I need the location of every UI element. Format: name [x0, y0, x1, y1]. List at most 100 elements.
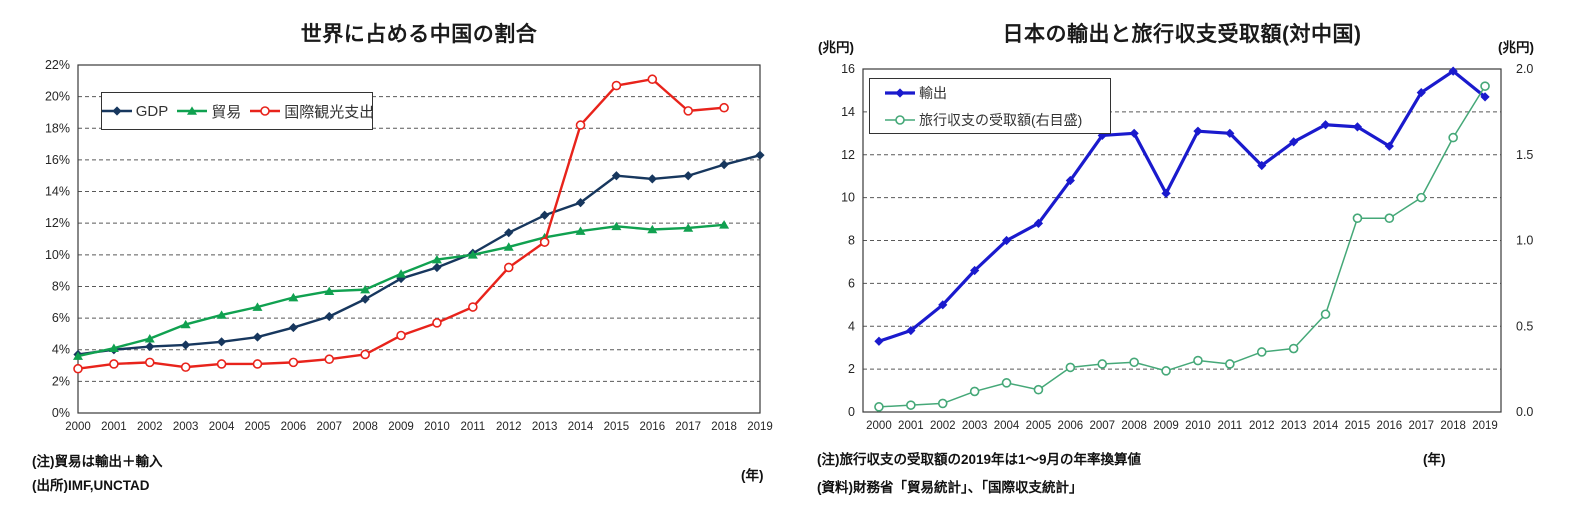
svg-text:14%: 14%: [45, 185, 70, 199]
svg-text:2007: 2007: [1089, 420, 1115, 432]
svg-text:16: 16: [841, 62, 855, 76]
svg-text:1.5: 1.5: [1516, 148, 1533, 162]
legend-label-trade: 貿易: [211, 103, 242, 121]
source-note: (資料)財務省「貿易統計」、「国際収支統計」: [817, 480, 1083, 495]
svg-text:2014: 2014: [568, 421, 594, 433]
svg-text:2007: 2007: [316, 421, 342, 433]
svg-text:2001: 2001: [898, 420, 924, 432]
svg-text:12: 12: [841, 148, 855, 162]
svg-text:0: 0: [848, 405, 855, 419]
svg-text:2010: 2010: [424, 421, 450, 433]
svg-text:6: 6: [848, 276, 855, 290]
svg-text:2%: 2%: [52, 374, 70, 388]
svg-text:2003: 2003: [173, 421, 199, 433]
exports-line-marker-icon: [885, 87, 915, 98]
gdp-line-marker-icon: [101, 106, 132, 116]
svg-text:2002: 2002: [930, 420, 956, 432]
series-2: [73, 74, 729, 374]
svg-text:10%: 10%: [45, 248, 70, 262]
svg-text:2018: 2018: [711, 421, 737, 433]
legend-label-gdp: GDP: [135, 102, 169, 120]
svg-text:0.5: 0.5: [1516, 319, 1533, 333]
series-1: [874, 81, 1490, 412]
svg-text:6%: 6%: [52, 311, 70, 325]
legend-label-travel-receipts: 旅行収支の受取額(右目盛): [919, 111, 1083, 128]
tourism-line-marker-icon: [250, 106, 281, 116]
legend: 輸出 旅行収支の受取額(右目盛): [869, 78, 1111, 134]
svg-text:2008: 2008: [1121, 420, 1147, 432]
legend-label-tourism-spending: 国際観光支出: [284, 103, 375, 121]
svg-text:0%: 0%: [52, 406, 70, 420]
svg-text:8%: 8%: [52, 279, 70, 293]
svg-text:2012: 2012: [1249, 420, 1275, 432]
svg-text:2006: 2006: [281, 421, 307, 433]
svg-text:2019: 2019: [1472, 420, 1498, 432]
svg-text:2001: 2001: [101, 421, 127, 433]
svg-text:0.0: 0.0: [1516, 405, 1533, 419]
svg-text:22%: 22%: [45, 58, 70, 72]
svg-text:2014: 2014: [1313, 420, 1339, 432]
legend-item-exports: 輸出: [883, 83, 1110, 103]
legend-label-exports: 輸出: [919, 84, 947, 101]
line-chart-china-world-share: 0%2%4%6%8%10%12%14%16%18%20%22%2000 2001 2…: [45, 58, 773, 433]
svg-text:18%: 18%: [45, 121, 70, 135]
svg-text:4%: 4%: [52, 343, 70, 357]
svg-text:2003: 2003: [962, 420, 988, 432]
gridlines: [78, 96, 760, 382]
x-axis-year-labels: 2000 2001 2002 2003 2004 2005 2006 2007 2008 2009…: [866, 420, 1498, 432]
gridlines: [863, 111, 1501, 370]
legend: GDP 貿易 国際観光支出: [100, 92, 374, 130]
svg-text:4: 4: [848, 319, 855, 333]
svg-text:14: 14: [841, 105, 855, 119]
svg-text:2008: 2008: [352, 421, 378, 433]
svg-text:2015: 2015: [604, 421, 630, 433]
svg-text:2009: 2009: [388, 421, 414, 433]
svg-text:2: 2: [848, 362, 855, 376]
svg-text:2011: 2011: [1217, 420, 1242, 432]
note-trade-definition: (注)貿易は輸出＋輸入: [32, 454, 163, 469]
svg-text:8: 8: [848, 234, 855, 248]
svg-text:2005: 2005: [1026, 420, 1052, 432]
legend-item-tourism-spending: 国際観光支出: [248, 101, 374, 122]
svg-text:2017: 2017: [675, 421, 701, 433]
chart-title: 日本の輸出と旅行収支受取額(対中国): [1002, 23, 1362, 46]
svg-text:2019: 2019: [747, 421, 773, 433]
axis-tick-labels: 0 2 4 6 8 10 12 14 16 0.0 0.5 1.0 1.5 2.0: [841, 62, 1533, 419]
svg-text:2005: 2005: [245, 421, 271, 433]
series-0: [874, 66, 1490, 346]
chart-panel-china-world-share: 世界に占める中国の割合 0% 2% 4% 6% 8% 10% 12% 14% 16% 18% 20%…: [32, 23, 773, 493]
svg-text:2013: 2013: [1281, 420, 1307, 432]
legend-item-trade: 貿易: [175, 101, 241, 122]
x-axis-year-labels: 2000 2001 2002 2003 2004 2005 2006 2007 2008 2009…: [65, 421, 773, 433]
svg-text:2012: 2012: [496, 421, 522, 433]
left-axis-unit-label: (兆円): [818, 40, 854, 55]
line-chart-japan-exports-travel: 0 2 4 6 8 10 12 14 16 0.0 0.5 1.0 1.5 2.0 2000 2001 2002…: [841, 62, 1533, 432]
svg-text:2004: 2004: [994, 420, 1020, 432]
svg-text:2011: 2011: [460, 421, 485, 433]
svg-text:2015: 2015: [1345, 420, 1371, 432]
svg-text:10: 10: [841, 191, 855, 205]
svg-text:2000: 2000: [866, 420, 892, 432]
svg-text:1.0: 1.0: [1516, 234, 1533, 248]
svg-text:16%: 16%: [45, 153, 70, 167]
svg-text:2004: 2004: [209, 421, 235, 433]
travel-receipts-line-marker-icon: [885, 114, 915, 125]
note-2019-annualized: (注)旅行収支の受取額の2019年は1～9月の年率換算値: [817, 452, 1142, 467]
svg-text:2000: 2000: [65, 421, 91, 433]
svg-text:12%: 12%: [45, 216, 70, 230]
svg-text:2016: 2016: [640, 421, 666, 433]
svg-text:2016: 2016: [1377, 420, 1403, 432]
svg-text:2010: 2010: [1185, 420, 1211, 432]
source-note: (出所)IMF,UNCTAD: [32, 478, 150, 493]
svg-text:2013: 2013: [532, 421, 558, 433]
svg-text:2006: 2006: [1058, 420, 1084, 432]
svg-text:2002: 2002: [137, 421, 163, 433]
trade-line-marker-icon: [177, 106, 208, 115]
axis-tick-labels: 0% 2% 4% 6% 8% 10% 12% 14% 16% 18% 20% 22%: [45, 58, 70, 420]
right-axis-unit-label: (兆円): [1498, 40, 1534, 55]
svg-text:2018: 2018: [1440, 420, 1466, 432]
legend-item-gdp: GDP: [100, 102, 169, 120]
svg-text:2009: 2009: [1153, 420, 1179, 432]
svg-text:2017: 2017: [1408, 420, 1434, 432]
